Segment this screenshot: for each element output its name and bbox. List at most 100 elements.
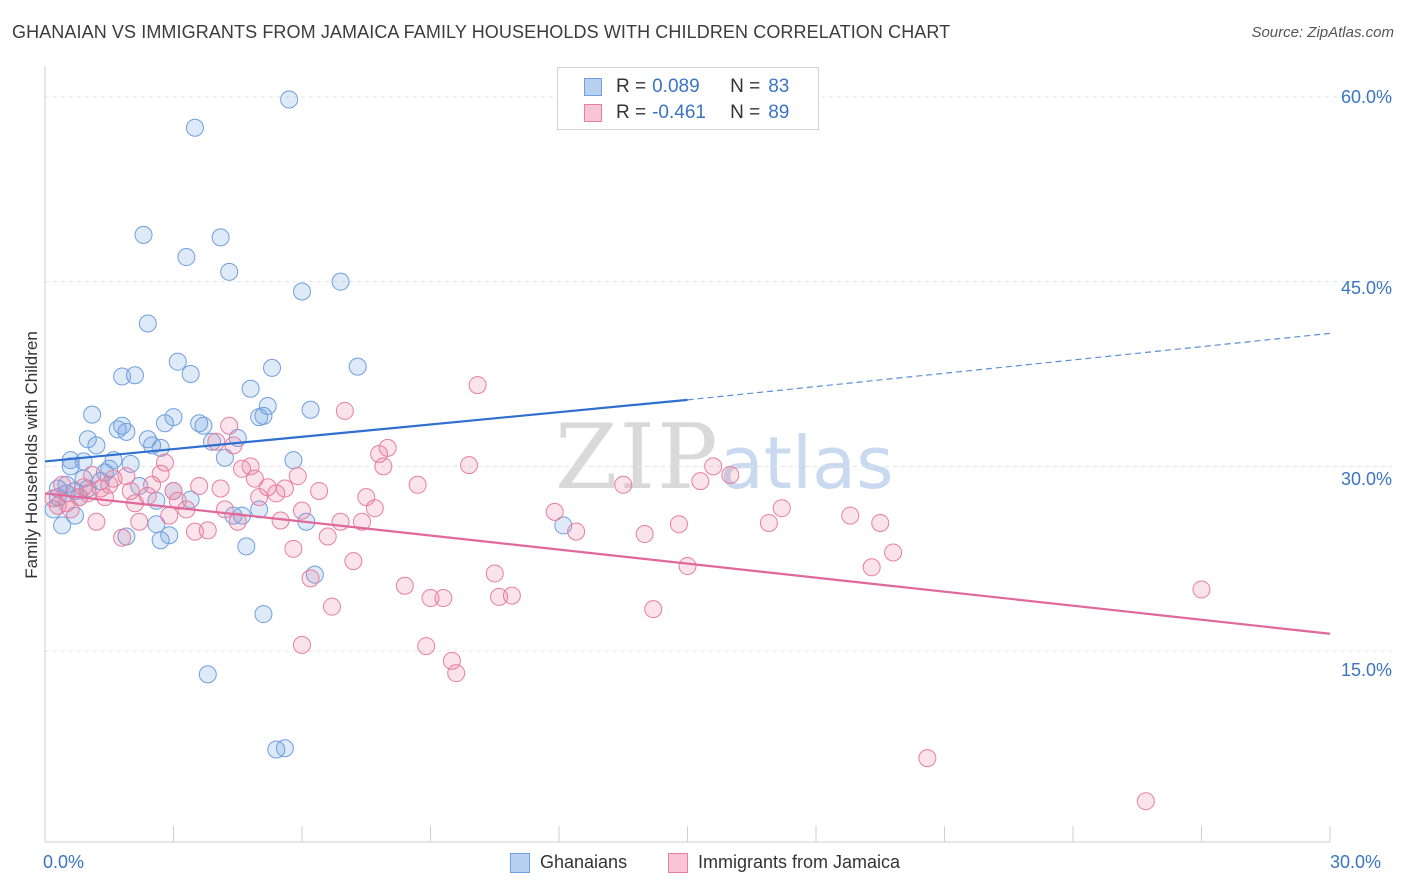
point-ghanaians xyxy=(160,526,179,545)
point-jamaica xyxy=(293,635,311,654)
point-jamaica xyxy=(318,527,337,546)
point-ghanaians xyxy=(198,665,217,684)
point-jamaica xyxy=(164,481,183,500)
point-jamaica xyxy=(460,456,479,475)
point-ghanaians xyxy=(134,225,153,244)
legend-r-value: 0.089 xyxy=(652,76,700,97)
point-jamaica xyxy=(198,521,217,540)
point-jamaica xyxy=(322,597,341,616)
point-jamaica xyxy=(228,512,247,531)
legend-row-ghanaians: R = 0.089 N = 83 xyxy=(584,75,789,99)
point-ghanaians xyxy=(113,367,132,386)
point-ghanaians xyxy=(275,739,294,758)
bottom-legend-label: Ghanaians xyxy=(540,852,628,872)
correlation-legend: R = 0.089 N = 83 R = -0.461 N = 89 xyxy=(557,67,819,130)
point-jamaica xyxy=(288,467,307,486)
point-ghanaians xyxy=(87,436,106,455)
point-jamaica xyxy=(310,481,329,500)
point-ghanaians xyxy=(348,357,367,376)
point-jamaica xyxy=(862,558,881,577)
point-jamaica xyxy=(447,664,466,683)
point-jamaica xyxy=(678,557,697,576)
legend-n-value: 89 xyxy=(768,102,790,123)
point-jamaica xyxy=(691,472,710,491)
point-ghanaians xyxy=(53,516,72,535)
bottom-legend-ghanaians: Ghanaians xyxy=(510,852,627,873)
point-jamaica xyxy=(151,464,170,483)
point-jamaica xyxy=(434,589,453,608)
point-jamaica xyxy=(190,477,209,496)
point-jamaica xyxy=(408,475,427,494)
point-ghanaians xyxy=(284,451,303,470)
point-ghanaians xyxy=(83,405,102,424)
point-jamaica xyxy=(378,438,397,457)
point-jamaica xyxy=(395,576,414,595)
point-jamaica xyxy=(545,502,564,521)
point-ghanaians xyxy=(250,500,269,519)
point-ghanaians xyxy=(215,448,234,467)
point-ghanaians xyxy=(254,605,273,624)
point-jamaica xyxy=(61,500,80,519)
trend-line-ghanaians xyxy=(44,398,688,463)
bottom-legend-swatch-pink xyxy=(668,852,688,873)
point-ghanaians xyxy=(280,90,299,109)
point-jamaica xyxy=(918,749,937,768)
point-jamaica xyxy=(884,543,903,562)
point-jamaica xyxy=(224,436,243,455)
point-ghanaians xyxy=(181,490,200,509)
point-ghanaians xyxy=(331,272,350,291)
point-jamaica xyxy=(245,469,264,488)
point-ghanaians xyxy=(263,358,282,377)
point-jamaica xyxy=(185,522,204,541)
y-tick-15: 15.0% xyxy=(1340,660,1392,680)
point-ghanaians xyxy=(185,118,204,137)
point-jamaica xyxy=(669,515,688,534)
x-tick-0: 0.0% xyxy=(43,852,85,872)
point-ghanaians xyxy=(254,406,273,425)
point-ghanaians xyxy=(151,531,170,550)
point-jamaica xyxy=(91,479,110,498)
point-ghanaians xyxy=(181,365,200,383)
bottom-legend-swatch-blue xyxy=(510,852,530,873)
point-jamaica xyxy=(275,479,294,498)
point-ghanaians xyxy=(164,408,183,427)
point-ghanaians xyxy=(194,416,213,435)
watermark-zip: ZIP xyxy=(555,405,720,510)
point-jamaica xyxy=(759,513,778,532)
legend-row-jamaica: R = -0.461 N = 89 xyxy=(584,101,789,125)
point-ghanaians xyxy=(258,397,277,416)
point-ghanaians xyxy=(237,537,256,556)
point-jamaica xyxy=(417,637,436,656)
point-jamaica xyxy=(130,512,149,531)
point-jamaica xyxy=(567,522,586,541)
point-ghanaians xyxy=(241,379,260,398)
point-jamaica xyxy=(614,475,633,494)
watermark-atlas: atlas xyxy=(719,421,894,505)
point-jamaica xyxy=(87,512,106,531)
point-jamaica xyxy=(1136,792,1155,811)
point-ghanaians xyxy=(293,282,311,301)
point-ghanaians xyxy=(220,262,239,281)
point-jamaica xyxy=(207,432,226,451)
y-tick-60: 60.0% xyxy=(1340,87,1392,107)
y-tick-30: 30.0% xyxy=(1340,469,1392,489)
point-ghanaians xyxy=(151,438,170,457)
point-jamaica xyxy=(211,479,230,498)
point-ghanaians xyxy=(138,314,157,333)
source-label: Source: ZipAtlas.com xyxy=(1251,24,1394,41)
watermark: ZIPatlas xyxy=(555,405,894,510)
legend-r-label: R = xyxy=(616,102,647,123)
point-ghanaians xyxy=(168,352,187,371)
point-jamaica xyxy=(160,506,179,525)
point-jamaica xyxy=(83,465,102,484)
point-jamaica xyxy=(155,453,174,472)
point-jamaica xyxy=(421,589,440,608)
point-jamaica xyxy=(220,416,239,435)
point-jamaica xyxy=(335,401,354,420)
point-jamaica xyxy=(331,512,350,531)
legend-n-label: N = xyxy=(730,102,761,123)
point-ghanaians xyxy=(125,366,144,385)
point-jamaica xyxy=(267,484,286,503)
point-jamaica xyxy=(721,465,740,484)
